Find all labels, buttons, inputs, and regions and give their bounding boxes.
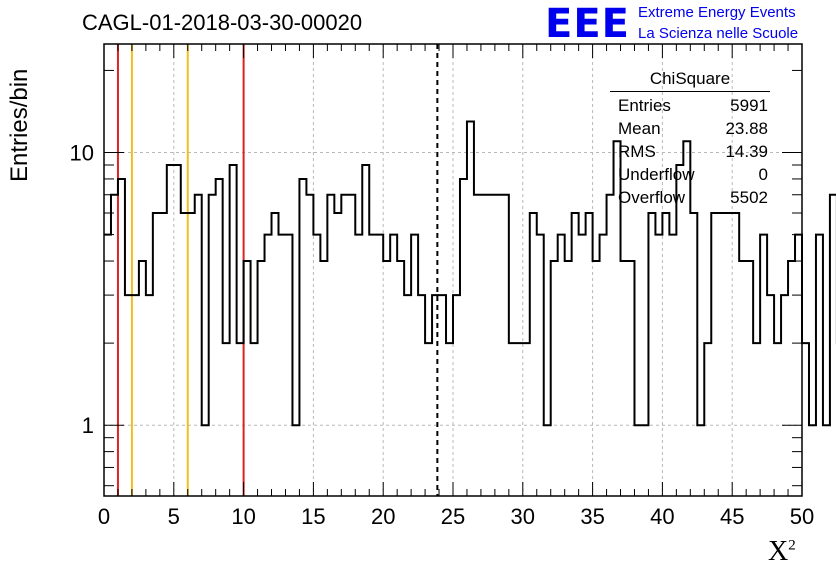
grid — [104, 44, 802, 496]
x-axis-label: X2 — [768, 536, 796, 568]
y-tick-label: 1 — [82, 413, 94, 438]
logo-text-line1: Extreme Energy Events — [638, 4, 796, 21]
x-tick-label: 20 — [371, 504, 395, 529]
logo-text-line2: La Scienza nelle Scuole — [638, 25, 799, 42]
stats-value: 14.39 — [725, 142, 768, 161]
histogram-series — [104, 120, 836, 427]
y-tick-label: 10 — [70, 141, 94, 166]
axis-ticks — [103, 44, 803, 496]
x-tick-label: 25 — [441, 504, 465, 529]
marker-lines — [116, 44, 439, 496]
stats-title: ChiSquare — [649, 69, 731, 88]
x-tick-label: 10 — [231, 504, 255, 529]
eee-logo: EEE — [545, 1, 630, 47]
stats-label: Overflow — [618, 188, 686, 207]
stats-value: 5991 — [730, 96, 768, 115]
x-axis-label-base: X — [768, 536, 789, 567]
x-tick-label: 15 — [301, 504, 325, 529]
stats-value: 5502 — [730, 188, 768, 207]
x-tick-label: 50 — [790, 504, 814, 529]
stats-row-rms: RMS 14.39 — [610, 140, 770, 163]
tick-labels: 0 5 10 15 20 25 30 35 40 45 50 1 10 — [70, 141, 815, 529]
stats-label: Underflow — [618, 165, 695, 184]
stats-value: 23.88 — [725, 119, 768, 138]
x-axis-label-superscript: 2 — [788, 537, 796, 554]
stats-row-underflow: Underflow 0 — [610, 163, 770, 186]
chart-title: CAGL-01-2018-03-30-00020 — [82, 10, 363, 35]
stats-row-overflow: Overflow 5502 — [610, 186, 770, 209]
stats-separator — [610, 91, 770, 92]
stats-label: Mean — [618, 119, 661, 138]
x-tick-label: 5 — [168, 504, 180, 529]
stats-label: Entries — [618, 96, 671, 115]
x-tick-label: 30 — [511, 504, 535, 529]
y-axis-label: Entries/bin — [6, 68, 33, 182]
stats-label: RMS — [618, 142, 656, 161]
stats-box: ChiSquare Entries 5991 Mean 23.88 RMS 14.39… — [610, 67, 770, 209]
stats-row-mean: Mean 23.88 — [610, 117, 770, 140]
x-tick-label: 35 — [580, 504, 604, 529]
stats-row-entries: Entries 5991 — [610, 94, 770, 117]
x-tick-label: 45 — [720, 504, 744, 529]
x-tick-label: 40 — [650, 504, 674, 529]
x-tick-label: 0 — [98, 504, 110, 529]
stats-value: 0 — [758, 165, 768, 184]
